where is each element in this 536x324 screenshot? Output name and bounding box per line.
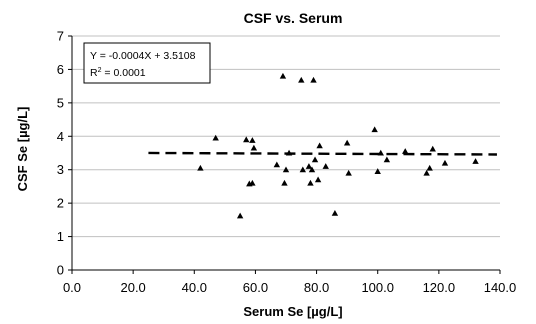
data-points xyxy=(197,72,479,219)
data-point xyxy=(236,212,244,219)
y-axis-title: CSF Se [µg/L] xyxy=(15,107,30,192)
data-point xyxy=(249,137,256,143)
data-point xyxy=(197,164,204,171)
data-point xyxy=(402,148,409,154)
y-tick-label: 3 xyxy=(57,162,64,177)
data-point xyxy=(282,166,290,173)
data-point xyxy=(249,179,256,186)
x-tick-labels: 0.0 20.0 40.0 60.0 80.0 100.0 120.0 140.0 xyxy=(63,280,516,295)
data-point xyxy=(298,76,305,83)
data-point xyxy=(299,166,307,173)
data-point xyxy=(429,145,436,152)
data-point xyxy=(285,149,293,156)
trend-equation-box: Y = -0.0004X + 3.5108 R2 = 0.0001 xyxy=(83,42,211,84)
y-tick-label: 5 xyxy=(57,95,64,110)
data-point xyxy=(310,76,317,83)
chart-title: CSF vs. Serum xyxy=(244,10,343,26)
axes xyxy=(68,35,501,274)
data-point xyxy=(307,179,314,186)
data-point xyxy=(441,159,449,166)
x-tick-label: 140.0 xyxy=(484,280,517,295)
data-point xyxy=(305,163,313,169)
data-point xyxy=(377,149,384,156)
data-point xyxy=(316,142,323,149)
x-tick-label: 100.0 xyxy=(361,280,394,295)
x-tick-label: 120.0 xyxy=(423,280,456,295)
x-tick-label: 40.0 xyxy=(182,280,207,295)
x-axis-title: Serum Se [µg/L] xyxy=(243,304,342,319)
data-point xyxy=(423,169,430,176)
y-tick-label: 1 xyxy=(57,229,64,244)
y-tick-label: 7 xyxy=(57,29,64,44)
r-squared-text: R2 = 0.0001 xyxy=(90,67,146,79)
trendline xyxy=(148,151,497,156)
y-tick-label: 4 xyxy=(57,129,64,144)
data-point xyxy=(374,168,381,174)
data-point xyxy=(281,179,288,186)
x-tick-label: 0.0 xyxy=(63,280,81,295)
data-point xyxy=(383,156,391,163)
data-point xyxy=(322,163,329,169)
data-point xyxy=(314,176,322,183)
data-point xyxy=(279,72,287,79)
data-point xyxy=(371,126,378,133)
y-tick-label: 2 xyxy=(57,196,64,211)
y-tick-labels: 0 1 2 3 4 5 6 7 xyxy=(57,29,64,278)
data-point xyxy=(273,161,281,168)
data-point xyxy=(308,166,316,173)
data-point xyxy=(243,136,250,143)
data-point xyxy=(426,164,433,171)
equation-box-border xyxy=(83,42,211,84)
y-tick-label: 0 xyxy=(57,263,64,278)
data-point xyxy=(343,139,351,146)
y-tick-label: 6 xyxy=(57,62,64,77)
x-tick-label: 80.0 xyxy=(304,280,329,295)
x-tick-label: 20.0 xyxy=(120,280,145,295)
data-point xyxy=(472,158,479,164)
equation-text: Y = -0.0004X + 3.5108 xyxy=(90,50,196,62)
data-point xyxy=(311,156,319,163)
data-point xyxy=(331,209,339,216)
data-point xyxy=(345,169,352,176)
x-tick-label: 60.0 xyxy=(243,280,268,295)
data-point xyxy=(250,144,258,151)
data-point xyxy=(212,134,219,141)
